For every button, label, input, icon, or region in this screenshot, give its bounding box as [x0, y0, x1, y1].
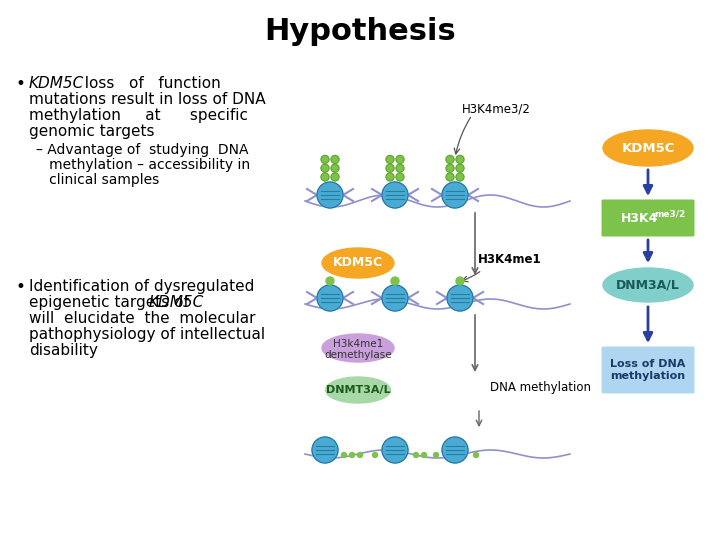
Circle shape: [321, 156, 329, 164]
Circle shape: [413, 453, 418, 457]
Circle shape: [442, 437, 468, 463]
Circle shape: [396, 156, 404, 164]
FancyBboxPatch shape: [601, 347, 695, 394]
Circle shape: [317, 182, 343, 208]
Text: – Advantage of  studying  DNA: – Advantage of studying DNA: [36, 143, 248, 157]
Text: clinical samples: clinical samples: [36, 173, 159, 187]
Circle shape: [446, 173, 454, 181]
Text: Identification of dysregulated: Identification of dysregulated: [29, 279, 254, 294]
Text: KDM5C: KDM5C: [621, 141, 675, 154]
Circle shape: [456, 164, 464, 172]
Text: H3K4me3/2: H3K4me3/2: [462, 103, 531, 116]
Text: will  elucidate  the  molecular: will elucidate the molecular: [29, 311, 256, 326]
Circle shape: [358, 453, 362, 457]
Circle shape: [442, 182, 468, 208]
Ellipse shape: [322, 334, 394, 362]
Text: •: •: [16, 75, 26, 93]
Circle shape: [456, 173, 464, 181]
Circle shape: [321, 164, 329, 172]
Circle shape: [331, 164, 339, 172]
Text: Hypothesis: Hypothesis: [264, 17, 456, 46]
Text: DNM3A/L: DNM3A/L: [616, 279, 680, 292]
Circle shape: [456, 277, 464, 285]
Ellipse shape: [325, 377, 390, 403]
Circle shape: [326, 277, 334, 285]
Circle shape: [386, 156, 394, 164]
Ellipse shape: [603, 268, 693, 302]
Circle shape: [396, 164, 404, 172]
Text: KDM5C: KDM5C: [149, 295, 204, 310]
Text: DNMT3A/L: DNMT3A/L: [325, 385, 390, 395]
Circle shape: [382, 285, 408, 311]
Circle shape: [321, 173, 329, 181]
Circle shape: [331, 173, 339, 181]
Text: methylation     at      specific: methylation at specific: [29, 108, 248, 123]
Text: epigenetic targets of: epigenetic targets of: [29, 295, 194, 310]
Text: loss   of   function: loss of function: [75, 76, 221, 91]
Circle shape: [447, 285, 473, 311]
Circle shape: [446, 164, 454, 172]
Text: H3K4: H3K4: [621, 212, 659, 225]
Circle shape: [312, 437, 338, 463]
Text: H3k4me1: H3k4me1: [333, 339, 383, 349]
Circle shape: [433, 453, 438, 457]
Text: •: •: [16, 278, 26, 296]
FancyBboxPatch shape: [601, 199, 695, 237]
Circle shape: [386, 164, 394, 172]
Text: demethylase: demethylase: [324, 350, 392, 360]
Circle shape: [396, 173, 404, 181]
Text: DNA methylation: DNA methylation: [490, 381, 591, 395]
Text: genomic targets: genomic targets: [29, 124, 155, 139]
Circle shape: [372, 453, 377, 457]
Text: H3K4me1: H3K4me1: [478, 253, 541, 266]
Circle shape: [456, 156, 464, 164]
Circle shape: [382, 182, 408, 208]
Text: mutations result in loss of DNA: mutations result in loss of DNA: [29, 92, 266, 107]
Circle shape: [474, 453, 479, 457]
Ellipse shape: [603, 130, 693, 166]
Circle shape: [446, 156, 454, 164]
Circle shape: [349, 453, 354, 457]
Text: pathophysiology of intellectual: pathophysiology of intellectual: [29, 327, 265, 342]
Circle shape: [331, 156, 339, 164]
Text: KDM5C: KDM5C: [29, 76, 84, 91]
Circle shape: [341, 453, 346, 457]
Text: methylation – accessibility in: methylation – accessibility in: [36, 158, 250, 172]
Text: KDM5C: KDM5C: [333, 256, 383, 269]
Circle shape: [382, 437, 408, 463]
Text: disability: disability: [29, 343, 98, 358]
Circle shape: [317, 285, 343, 311]
Circle shape: [421, 453, 426, 457]
Circle shape: [386, 173, 394, 181]
Text: Loss of DNA
methylation: Loss of DNA methylation: [611, 359, 685, 381]
Circle shape: [391, 277, 399, 285]
Ellipse shape: [322, 248, 394, 278]
Text: me3/2: me3/2: [654, 210, 685, 219]
